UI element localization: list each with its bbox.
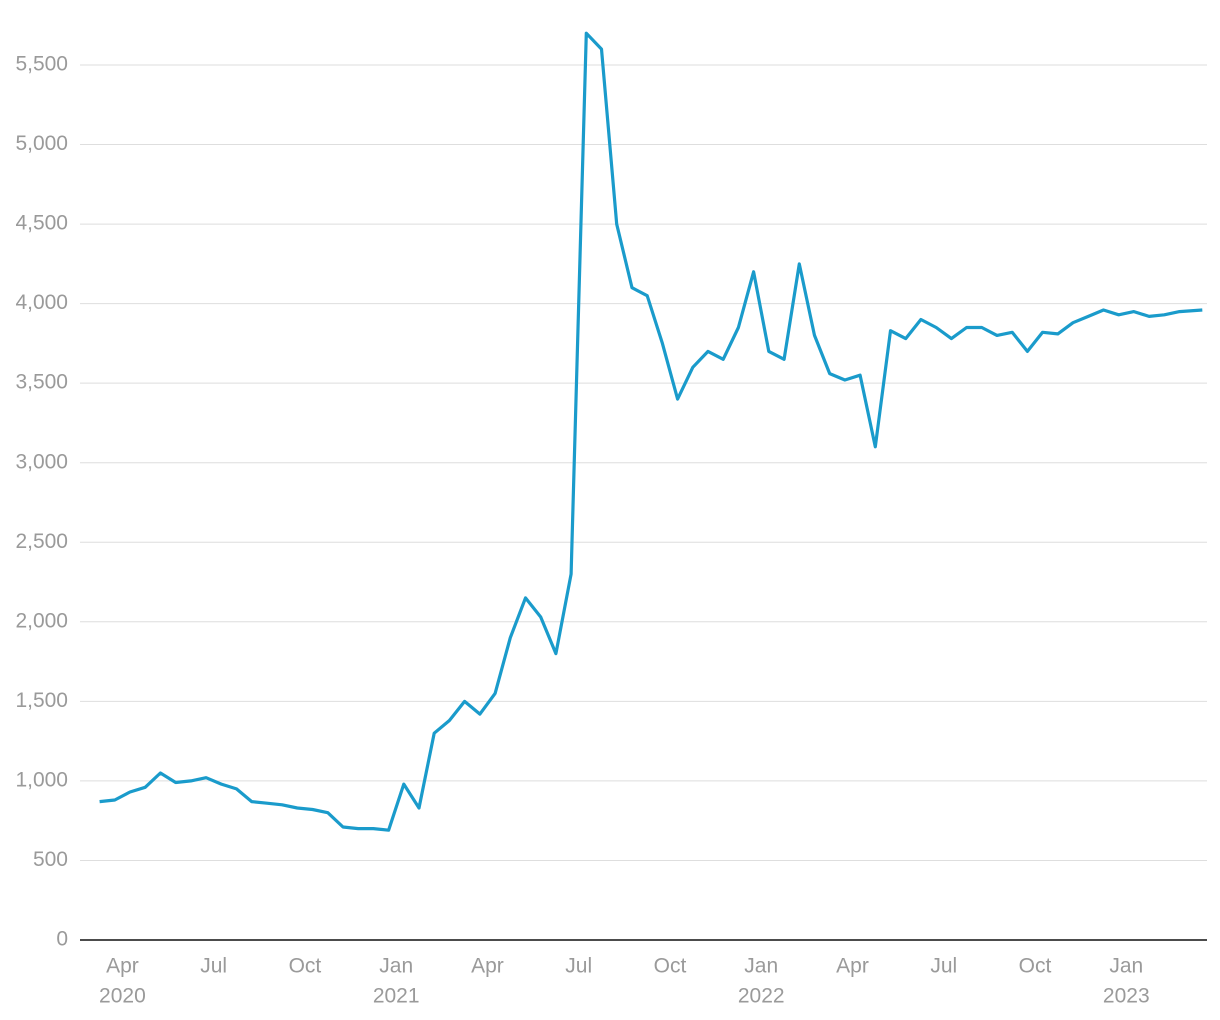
x-year-label: 2020 [99, 985, 146, 1008]
x-tick-label: Apr [471, 955, 504, 978]
x-tick-label: Apr [106, 955, 139, 978]
y-tick-label: 5,500 [15, 53, 68, 76]
x-tick-label: Oct [654, 955, 687, 978]
y-tick-label: 2,000 [15, 609, 68, 632]
y-tick-label: 4,500 [15, 212, 68, 235]
y-tick-label: 1,500 [15, 689, 68, 712]
x-year-label: 2022 [738, 985, 785, 1008]
y-tick-label: 500 [33, 848, 68, 871]
price-line [99, 31, 1203, 832]
x-tick-label: Jan [1109, 955, 1143, 978]
y-tick-label: 4,000 [15, 291, 68, 314]
x-tick-label: Jul [565, 955, 592, 978]
x-tick-label: Jan [744, 955, 778, 978]
y-tick-label: 3,500 [15, 371, 68, 394]
x-tick-label: Oct [1019, 955, 1052, 978]
y-tick-label: 2,500 [15, 530, 68, 553]
y-tick-label: 3,000 [15, 450, 68, 473]
x-tick-label: Jul [200, 955, 227, 978]
x-tick-label: Oct [289, 955, 322, 978]
x-year-label: 2023 [1103, 985, 1150, 1008]
y-tick-label: 5,000 [15, 132, 68, 155]
x-tick-label: Apr [836, 955, 869, 978]
x-tick-label: Jul [930, 955, 957, 978]
x-tick-label: Jan [379, 955, 413, 978]
y-tick-label: 0 [56, 928, 68, 951]
y-tick-label: 1,000 [15, 768, 68, 791]
x-year-label: 2021 [373, 985, 420, 1008]
